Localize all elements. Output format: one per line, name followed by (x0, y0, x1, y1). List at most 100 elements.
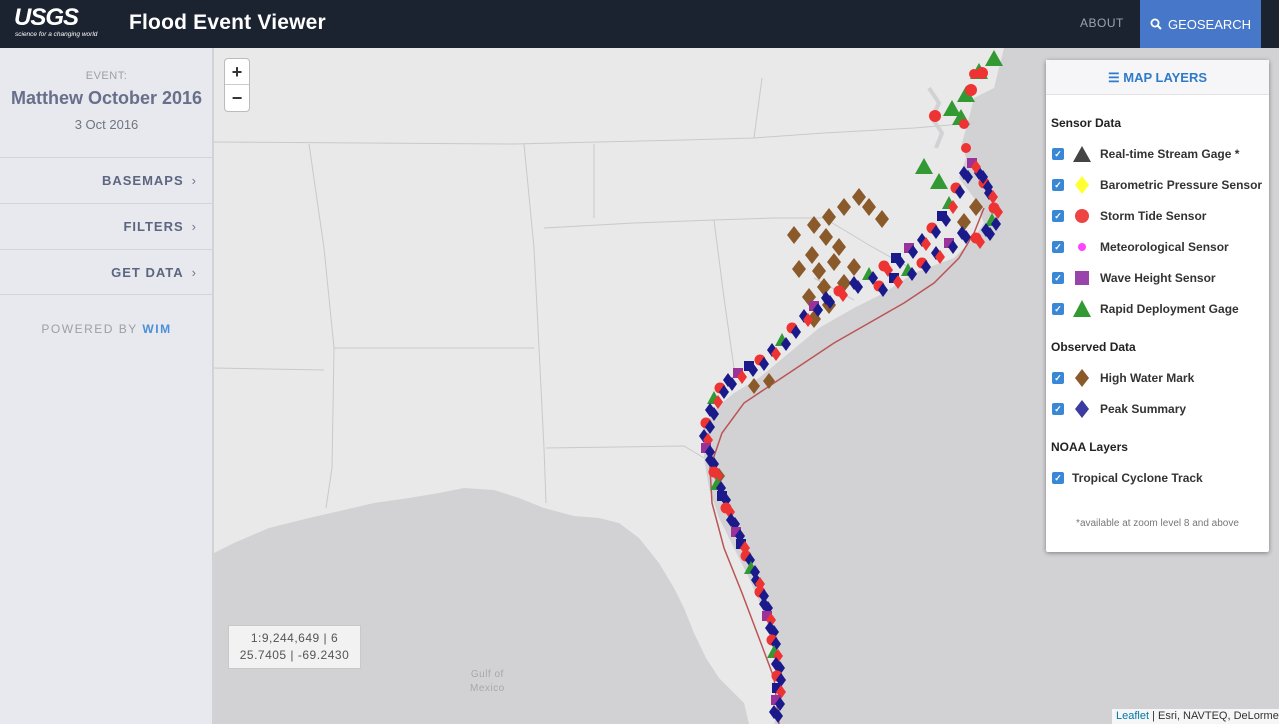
checkbox[interactable]: ✓ (1052, 148, 1064, 160)
circle-icon (1075, 209, 1089, 223)
checkbox[interactable]: ✓ (1052, 210, 1064, 222)
sensor-marker[interactable] (809, 301, 819, 311)
sensor-marker[interactable] (983, 180, 993, 194)
sensor-marker[interactable] (745, 553, 755, 567)
checkbox[interactable]: ✓ (1052, 403, 1064, 415)
layer-row-high-water-mark[interactable]: ✓ High Water Mark (1052, 368, 1267, 388)
sensor-marker[interactable] (991, 217, 1001, 231)
sensor-marker[interactable] (825, 295, 835, 309)
sensor-marker[interactable] (838, 288, 848, 302)
usgs-logo[interactable]: USGS science for a changing world (14, 4, 104, 42)
sensor-marker[interactable] (961, 230, 971, 244)
sensor-marker[interactable] (889, 273, 899, 283)
layer-row-rapid-deployment[interactable]: ✓ Rapid Deployment Gage (1052, 299, 1267, 319)
sensor-marker[interactable] (985, 227, 995, 241)
layer-row-cyclone-track[interactable]: ✓ Tropical Cyclone Track (1052, 468, 1267, 488)
sensor-marker[interactable] (701, 443, 711, 453)
sensor-marker[interactable] (762, 611, 772, 621)
sensor-marker[interactable] (731, 527, 741, 537)
checkbox[interactable]: ✓ (1052, 241, 1064, 253)
sidebar-item-basemaps[interactable]: BASEMAPS › (0, 157, 213, 203)
sensor-marker[interactable] (971, 160, 981, 174)
wim-link[interactable]: WIM (142, 322, 172, 336)
sensor-marker[interactable] (891, 253, 901, 263)
checkbox[interactable]: ✓ (1052, 372, 1064, 384)
sensor-marker[interactable] (853, 280, 863, 294)
sensor-marker[interactable] (705, 420, 715, 434)
sensor-marker[interactable] (895, 255, 905, 269)
zoom-out-button[interactable]: − (231, 88, 243, 108)
sensor-marker[interactable] (719, 385, 729, 399)
powered-by: POWERED BY WIM (0, 322, 213, 336)
sensor-marker[interactable] (717, 491, 727, 501)
sensor-marker[interactable] (727, 377, 737, 391)
sensor-marker[interactable] (941, 213, 951, 227)
sensor-marker[interactable] (868, 271, 878, 285)
sensor-marker[interactable] (791, 325, 801, 339)
sensor-marker[interactable] (803, 313, 813, 327)
layer-label: Storm Tide Sensor (1100, 209, 1207, 223)
sensor-marker[interactable] (878, 283, 888, 297)
layer-row-wave-height[interactable]: ✓ Wave Height Sensor (1052, 268, 1267, 288)
sensor-marker[interactable] (737, 370, 747, 384)
sensor-marker[interactable] (748, 363, 758, 377)
sensor-marker[interactable] (713, 395, 723, 409)
sensor-marker[interactable] (736, 539, 746, 549)
sensor-marker[interactable] (893, 275, 903, 289)
sensor-marker[interactable] (921, 237, 931, 251)
sidebar-item-filters[interactable]: FILTERS › (0, 203, 213, 249)
leaflet-link[interactable]: Leaflet (1116, 710, 1150, 722)
event-name[interactable]: Matthew October 2016 (10, 88, 203, 108)
sensor-marker[interactable] (955, 185, 965, 199)
geosearch-button[interactable]: GEOSEARCH (1140, 0, 1261, 48)
sensor-marker[interactable] (948, 240, 958, 254)
sensor-marker[interactable] (773, 709, 783, 723)
map-layers-header[interactable]: ☰ MAP LAYERS (1046, 60, 1269, 95)
layer-row-peak-summary[interactable]: ✓ Peak Summary (1052, 399, 1267, 419)
sensor-marker[interactable] (759, 589, 769, 603)
layer-row-barometric[interactable]: ✓ Barometric Pressure Sensor (1052, 175, 1267, 195)
coordinate-readout: 25.7405 | -69.2430 (239, 648, 350, 662)
sensor-marker[interactable] (975, 235, 985, 249)
sensor-marker[interactable] (978, 170, 988, 184)
layer-row-storm-tide[interactable]: ✓ Storm Tide Sensor (1052, 206, 1267, 226)
sensor-marker[interactable] (907, 267, 917, 281)
sensor-marker[interactable] (963, 170, 973, 184)
sensor-marker[interactable] (993, 205, 1003, 219)
sensor-marker[interactable] (772, 683, 782, 693)
sensor-marker[interactable] (759, 357, 769, 371)
app-title: Flood Event Viewer (129, 11, 326, 34)
sensor-marker[interactable] (744, 361, 754, 371)
sensor-marker[interactable] (908, 245, 918, 259)
sensor-marker[interactable] (967, 158, 977, 168)
sensor-marker[interactable] (771, 695, 781, 705)
about-link[interactable]: ABOUT (1080, 16, 1124, 30)
sensor-marker[interactable] (705, 445, 715, 459)
sensor-marker[interactable] (988, 190, 998, 204)
zoom-in-button[interactable]: + (225, 59, 249, 85)
checkbox[interactable]: ✓ (1052, 272, 1064, 284)
sensor-marker[interactable] (733, 368, 743, 378)
sensor-marker[interactable] (781, 337, 791, 351)
sensor-marker[interactable] (813, 303, 823, 317)
layer-label: Real-time Stream Gage * (1100, 147, 1240, 161)
checkbox[interactable]: ✓ (1052, 179, 1064, 191)
sensor-marker[interactable] (904, 243, 914, 253)
checkbox[interactable]: ✓ (1052, 303, 1064, 315)
sensor-marker[interactable] (775, 697, 785, 711)
sensor-marker[interactable] (935, 250, 945, 264)
sensor-marker[interactable] (921, 260, 931, 274)
sensor-marker[interactable] (948, 200, 958, 214)
checkbox[interactable]: ✓ (1052, 472, 1064, 484)
sidebar-item-get-data[interactable]: GET DATA › (0, 249, 213, 295)
layer-row-meteorological[interactable]: ✓ Meteorological Sensor (1052, 237, 1267, 257)
sensor-marker[interactable] (709, 407, 719, 421)
sensor-marker[interactable] (931, 225, 941, 239)
sensor-marker[interactable] (713, 469, 723, 483)
map-layers-title: MAP LAYERS (1123, 70, 1208, 85)
sensor-marker[interactable] (771, 347, 781, 361)
sensor-marker[interactable] (944, 238, 954, 248)
layer-row-stream-gage[interactable]: ✓ Real-time Stream Gage * (1052, 144, 1267, 164)
sensor-marker[interactable] (937, 211, 947, 221)
layer-label: High Water Mark (1100, 371, 1195, 385)
